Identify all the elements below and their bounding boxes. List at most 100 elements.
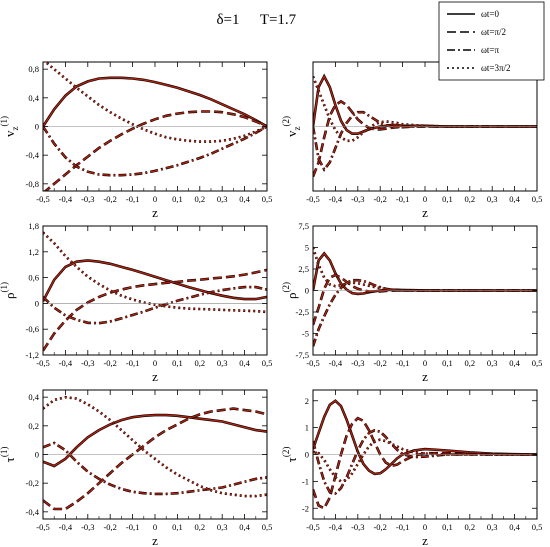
y-tick-label: -0,4 xyxy=(26,150,40,160)
x-tick-label: 0,1 xyxy=(442,358,453,368)
x-axis-label: z xyxy=(152,205,158,220)
x-tick-label: -0,1 xyxy=(126,522,139,532)
x-tick-label: -0,3 xyxy=(351,522,364,532)
series-dashdot-line xyxy=(313,110,537,172)
x-tick-label: -0,5 xyxy=(36,358,49,368)
series-solid-line xyxy=(43,259,267,302)
y-tick-label: 2 xyxy=(305,396,309,406)
series-solid-red-line xyxy=(43,259,267,302)
x-tick-label: 0,2 xyxy=(194,194,205,204)
x-tick-label: 0 xyxy=(153,358,157,368)
x-tick-label: 0,4 xyxy=(509,522,520,532)
series-dashdot-red-line xyxy=(43,442,267,495)
series-dashdot-red-line xyxy=(43,125,267,176)
x-tick-label: 0 xyxy=(423,522,427,532)
x-tick-label: -0,2 xyxy=(103,522,116,532)
series-dotted-red-line xyxy=(313,247,537,292)
x-tick-label: -0,2 xyxy=(373,358,386,368)
x-tick-label: 0,4 xyxy=(239,522,250,532)
series-solid-red-line xyxy=(43,77,267,128)
y-tick-label: -5 xyxy=(302,329,309,339)
x-tick-label: 0,5 xyxy=(532,522,543,532)
x-tick-label: -0,3 xyxy=(81,522,94,532)
x-tick-label: -0,3 xyxy=(351,358,364,368)
y-tick-label: 0,4 xyxy=(28,93,39,103)
legend: ωt=0 ωt=π/2 ωt=π ωt=3π/2 xyxy=(438,1,545,81)
x-tick-label: 0,3 xyxy=(217,522,228,532)
legend-box xyxy=(438,1,545,81)
legend-label: ωt=0 xyxy=(481,9,500,19)
x-axis-label: z xyxy=(422,369,428,384)
x-tick-label: -0,5 xyxy=(306,522,319,532)
y-tick-label: -0,2 xyxy=(26,478,39,488)
x-tick-label: 0 xyxy=(153,194,157,204)
y-axis-label: τ(1) xyxy=(0,447,17,463)
y-tick-label: 1,8 xyxy=(28,221,39,231)
series-dashed-red-line xyxy=(43,407,267,510)
panel-p11: -0,5 -0,4 -0,3 -0,2 -0,1 0 0,1 0,2 0,3 0,4 0,5 -0,8… xyxy=(0,61,273,220)
x-tick-label: -0,2 xyxy=(373,194,386,204)
series-dashed-line xyxy=(313,416,537,511)
x-axis-label: z xyxy=(422,205,428,220)
x-tick-label: -0,4 xyxy=(329,522,343,532)
series-dashdot-line xyxy=(43,441,267,496)
y-tick-label: 0 xyxy=(35,298,39,308)
x-tick-label: 0,5 xyxy=(262,358,273,368)
legend-label: ωt=π/2 xyxy=(481,27,506,37)
y-tick-label: 0,4 xyxy=(28,392,39,402)
y-axis-label: vz(1) xyxy=(0,116,20,137)
x-tick-label: -0,4 xyxy=(329,358,343,368)
y-tick-label: -0,4 xyxy=(26,507,40,517)
x-tick-label: 0 xyxy=(153,522,157,532)
x-tick-label: 0,5 xyxy=(532,194,543,204)
series-dashed-red-line xyxy=(43,269,267,352)
x-tick-label: -0,3 xyxy=(81,358,94,368)
y-tick-label: 5 xyxy=(305,243,309,253)
x-tick-label: 0,1 xyxy=(172,522,183,532)
panel-p21: -0,5 -0,4 -0,3 -0,2 -0,1 0 0,1 0,2 0,3 0,4 0,5 -1,2… xyxy=(0,221,272,384)
x-tick-label: -0,4 xyxy=(59,194,73,204)
x-tick-label: 0,2 xyxy=(464,522,475,532)
y-axis-label: τ(2) xyxy=(281,447,299,463)
panel-p31: -0,5 -0,4 -0,3 -0,2 -0,1 0 0,1 0,2 0,3 0,4 0,5 -0,4… xyxy=(0,389,272,547)
x-tick-label: -0,2 xyxy=(373,522,386,532)
y-axis-label: ρ(1) xyxy=(0,282,17,299)
series-dotted-line xyxy=(43,231,267,314)
x-tick-label: 0,5 xyxy=(262,194,273,204)
y-tick-label: 1 xyxy=(305,423,309,433)
plot-frame xyxy=(42,225,268,356)
x-tick-label: 0,2 xyxy=(464,194,475,204)
x-tick-label: -0,5 xyxy=(36,522,49,532)
x-tick-label: -0,2 xyxy=(103,194,116,204)
y-axis-label: ρ(2) xyxy=(281,282,299,299)
x-tick-label: -0,2 xyxy=(103,358,116,368)
y-tick-label: -0,6 xyxy=(26,324,39,334)
series-dotted-red-line xyxy=(44,62,267,143)
y-tick-label: -1,2 xyxy=(26,350,39,360)
y-tick-label: -2,5 xyxy=(296,307,309,317)
x-tick-label: -0,4 xyxy=(59,522,73,532)
legend-label: ωt=π xyxy=(481,45,500,55)
y-tick-label: 0,8 xyxy=(28,64,39,74)
x-tick-label: -0,1 xyxy=(126,358,139,368)
y-tick-label: -1 xyxy=(302,476,309,486)
x-tick-label: 0,3 xyxy=(217,358,228,368)
x-tick-label: -0,5 xyxy=(36,194,49,204)
y-tick-label: -2 xyxy=(302,503,309,513)
panels: -0,5 -0,4 -0,3 -0,2 -0,1 0 0,1 0,2 0,3 0,4 0,5 -0,8… xyxy=(0,61,543,547)
x-axis-label: z xyxy=(152,533,158,547)
x-tick-label: 0,4 xyxy=(239,358,250,368)
x-tick-label: 0,2 xyxy=(464,358,475,368)
series-dashed-red-line xyxy=(44,110,267,191)
x-tick-label: 0,2 xyxy=(194,522,205,532)
series-dashed-line xyxy=(43,110,267,191)
x-tick-label: -0,3 xyxy=(81,194,94,204)
panel-p32: -0,5 -0,4 -0,3 -0,2 -0,1 0 0,1 0,2 0,3 0,4 0,5 -2 -1… xyxy=(281,389,543,547)
y-tick-label: 7,5 xyxy=(298,221,309,231)
series-dotted-red-line xyxy=(43,396,267,497)
x-tick-label: 0,4 xyxy=(239,194,250,204)
y-tick-label: 0 xyxy=(305,450,309,460)
x-tick-label: -0,4 xyxy=(329,194,343,204)
x-tick-label: 0 xyxy=(423,358,427,368)
